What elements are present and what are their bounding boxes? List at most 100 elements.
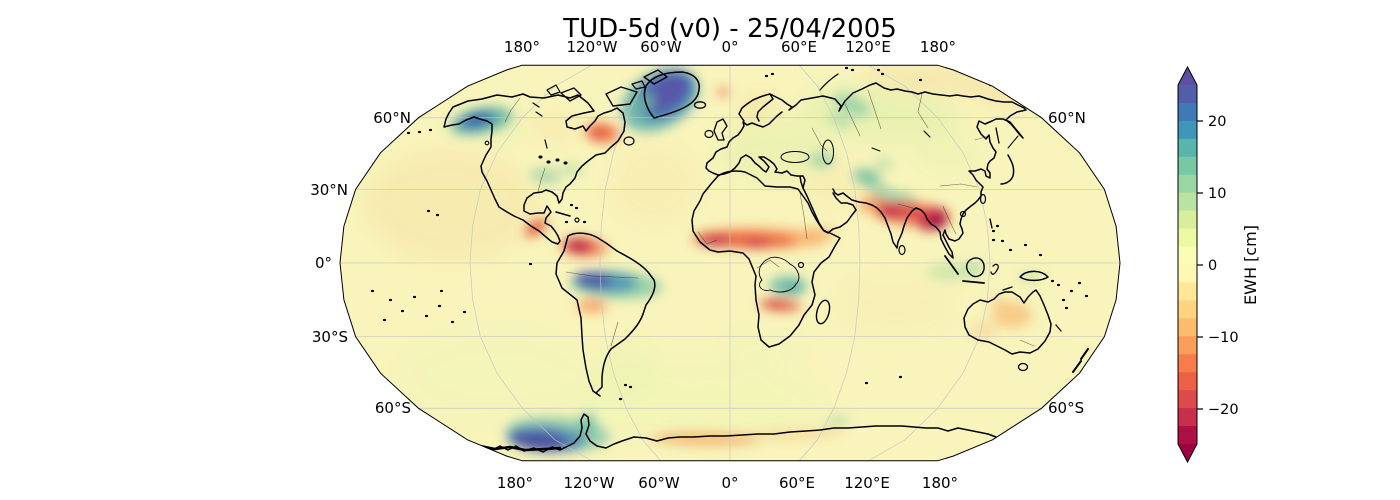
colorbar-tick-label: −10 <box>1208 330 1239 346</box>
lon-tick-label-top: 120°E <box>845 38 891 56</box>
island-new-guinea <box>1019 270 1049 282</box>
anomaly-west-siberia-teal <box>833 93 871 117</box>
bottom-longitude-labels: 180° 120°W 60°W 0° 60°E 120°E 180° <box>497 474 958 492</box>
lat-tick-label-left: 60°S <box>375 399 411 417</box>
island-kuril <box>1007 135 1019 149</box>
lon-tick-label-bottom: 120°E <box>844 474 890 492</box>
coastline-eurasia <box>769 82 1027 259</box>
colorbar-tick-label: −20 <box>1208 402 1239 418</box>
lon-tick-label-top: 60°E <box>781 38 817 56</box>
graticule <box>340 64 1120 462</box>
colorbar: 20 10 0 −10 −20 <box>1177 65 1239 464</box>
lat-tick-label-right: 60°S <box>1048 399 1084 417</box>
colorbar-tick-label: 10 <box>1208 186 1226 202</box>
island-sri-lanka <box>898 244 906 256</box>
anomaly-iceland-red-spot <box>717 88 729 96</box>
colorbar-band <box>1178 390 1197 409</box>
lon-tick-label-bottom: 0° <box>721 474 738 492</box>
coastline-antarctica-thick <box>478 444 562 452</box>
lon-tick-label-top: 0° <box>721 38 738 56</box>
lon-tick-label-top: 180° <box>920 38 956 56</box>
colorbar-band <box>1178 138 1197 158</box>
coastline-antarctica <box>479 413 1004 453</box>
anomaly-sudan-orange <box>800 227 836 241</box>
island-cuba <box>555 211 571 217</box>
lake-caspian <box>822 139 834 165</box>
colorbar-band <box>1178 85 1197 104</box>
island-sumatra <box>944 255 959 275</box>
island-ireland <box>704 129 714 139</box>
colorbar-band <box>1178 102 1197 122</box>
colorbar-band <box>1178 426 1197 445</box>
anomaly-us-plains-teal <box>530 167 560 185</box>
anomaly-himalaya-teal <box>869 190 917 202</box>
lake-winnipeg <box>544 139 548 149</box>
anomaly-aral-green <box>875 158 893 170</box>
lake-great-slave <box>535 111 543 117</box>
coastline-north-europe <box>712 111 783 159</box>
lat-tick-label-left: 30°S <box>312 328 348 346</box>
coastlines <box>443 71 1052 453</box>
colorbar-band <box>1178 120 1197 140</box>
island-ellesmere <box>643 69 668 85</box>
lon-tick-label-bottom: 120°W <box>564 474 615 492</box>
anomaly-tint-south-pacific-green <box>400 330 590 420</box>
island-borneo <box>965 257 985 278</box>
lat-tick-label-right: 60°N <box>1048 109 1086 127</box>
colorbar-band <box>1178 354 1197 373</box>
coastline-mediterranean-europe <box>705 154 806 189</box>
coastline-south-america <box>555 232 656 397</box>
island-timor <box>1002 286 1013 291</box>
anomaly-us-east-green <box>558 163 584 177</box>
anomaly-sahel-core-east <box>744 238 770 248</box>
island-vancouver <box>484 140 490 146</box>
island-hispaniola <box>574 217 580 223</box>
colorbar-band <box>1178 282 1197 301</box>
rivers <box>504 89 1035 347</box>
anomaly-layer <box>449 67 1041 453</box>
lon-tick-label-bottom: 60°E <box>779 474 815 492</box>
anomaly-tint-indian-ocean <box>835 275 955 335</box>
island-madagascar <box>815 299 831 325</box>
right-latitude-labels: 60°N 60°S <box>1048 109 1086 417</box>
colorbar-tick-label: 0 <box>1208 258 1217 274</box>
island-baffin <box>605 86 638 107</box>
lat-tick-label-left: 0° <box>315 254 332 272</box>
top-longitude-labels: 180° 120°W 60°W 0° 60°E 120°E 180° <box>504 38 956 56</box>
lon-tick-label-top: 60°W <box>640 38 682 56</box>
lake-great-bear <box>532 102 540 108</box>
lake-balkhash <box>871 147 881 152</box>
colorbar-band <box>1178 228 1197 248</box>
coastline-arabia <box>802 187 857 234</box>
colorbar-band <box>1178 336 1197 355</box>
anomaly-tint-south-africa-green <box>724 330 800 374</box>
anomaly-quebec-core <box>591 126 607 138</box>
colorbar-band <box>1178 318 1197 337</box>
anomaly-amazon-core <box>574 271 612 289</box>
colorbar-band <box>1178 246 1197 266</box>
small-island-dots <box>370 66 1089 401</box>
colorbar-band <box>1178 210 1197 230</box>
island-victoria <box>560 87 582 102</box>
island-devon <box>631 80 646 90</box>
anomaly-borneo-teal <box>965 262 985 274</box>
lon-tick-label-bottom: 60°W <box>638 474 680 492</box>
anomaly-se-asia-green <box>926 263 978 281</box>
left-latitude-labels: 60°N 30°N 0° 30°S 60°S <box>310 109 411 417</box>
anomaly-ganges-core <box>879 205 901 219</box>
anomaly-east-antarctica-teal <box>825 414 851 428</box>
colorbar-band <box>1178 408 1197 427</box>
island-new-zealand-south <box>1072 360 1082 373</box>
colorbar-tick-label: 20 <box>1208 114 1226 130</box>
colorbar-band <box>1178 156 1197 176</box>
coastline-scandinavia <box>738 93 774 122</box>
anomaly-west-siberia-teal-2 <box>827 112 853 128</box>
lat-tick-label-left: 60°N <box>373 109 411 127</box>
colorbar-band <box>1178 264 1197 284</box>
lon-tick-label-top: 120°W <box>567 38 618 56</box>
anomaly-australia-orange <box>992 302 1032 328</box>
island-newfoundland <box>623 136 635 146</box>
lake-black-sea <box>780 151 810 163</box>
anomaly-caspian-east-teal <box>855 170 881 186</box>
lake-victoria <box>797 261 805 269</box>
